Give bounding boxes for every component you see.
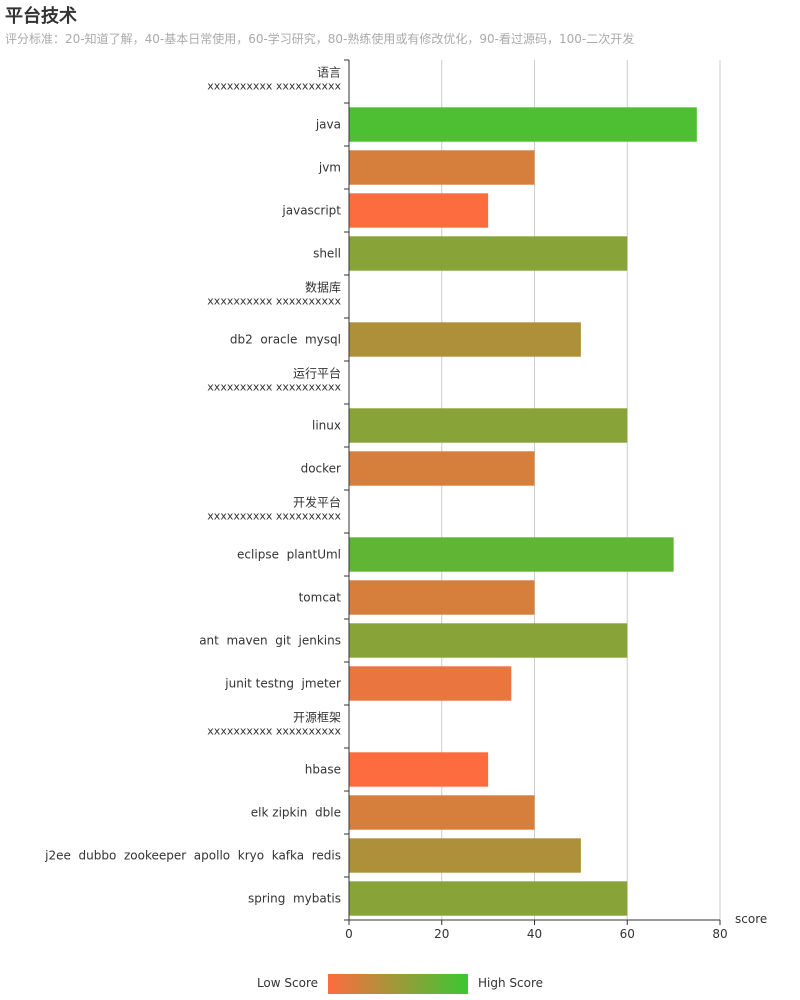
bar	[349, 408, 628, 443]
x-tick-label: 80	[712, 927, 727, 941]
category-label: java	[315, 118, 341, 132]
bar	[349, 881, 628, 916]
bar	[349, 107, 697, 142]
group-label: 开源框架	[293, 711, 341, 725]
category-label: shell	[313, 247, 341, 261]
category-label: docker	[301, 462, 341, 476]
bar	[349, 752, 489, 787]
group-sublabel: xxxxxxxxxx xxxxxxxxxx	[207, 725, 341, 738]
x-tick-label: 40	[527, 927, 542, 941]
category-label: eclipse plantUml	[237, 548, 341, 562]
category-label: ant maven git jenkins	[199, 634, 341, 648]
bar	[349, 580, 535, 615]
category-label: elk zipkin dble	[251, 806, 341, 820]
bar	[349, 537, 674, 572]
category-label: j2ee dubbo zookeeper apollo kryo kafka r…	[44, 849, 341, 863]
category-label: hbase	[305, 763, 341, 777]
axes: 0 20 40 60 80	[344, 59, 728, 941]
category-label: tomcat	[299, 591, 342, 605]
legend-high-label: High Score	[478, 976, 544, 990]
bar	[349, 838, 581, 873]
category-label: javascript	[281, 204, 341, 218]
bars	[349, 107, 697, 916]
category-label: linux	[312, 419, 341, 433]
bar	[349, 623, 628, 658]
group-sublabel: xxxxxxxxxx xxxxxxxxxx	[207, 510, 341, 523]
group-sublabel: xxxxxxxxxx xxxxxxxxxx	[207, 381, 341, 394]
x-tick-label: 20	[434, 927, 449, 941]
bar	[349, 666, 512, 701]
bar	[349, 193, 489, 228]
gridlines	[441, 60, 721, 920]
group-label: 运行平台	[293, 366, 341, 381]
bar	[349, 795, 535, 830]
group-sublabel: xxxxxxxxxx xxxxxxxxxx	[207, 80, 341, 93]
bar	[349, 150, 535, 185]
category-label: db2 oracle mysql	[230, 333, 341, 347]
bar	[349, 451, 535, 486]
chart-title: 平台技术	[5, 6, 77, 27]
category-label: junit testng jmeter	[224, 677, 341, 691]
category-label: spring mybatis	[248, 892, 341, 906]
category-label: jvm	[318, 161, 341, 175]
chart-subtitle: 评分标准：20-知道了解，40-基本日常使用，60-学习研究，80-熟练使用或有…	[5, 32, 635, 46]
visual-map-legend: Low Score High Score	[0, 972, 800, 996]
x-tick-label: 0	[345, 927, 353, 941]
legend-gradient-bar[interactable]	[328, 974, 468, 994]
x-tick-label: 60	[620, 927, 635, 941]
bar	[349, 322, 581, 357]
bar	[349, 236, 628, 271]
x-axis-label: score	[735, 912, 767, 926]
group-label: 数据库	[305, 280, 341, 295]
group-sublabel: xxxxxxxxxx xxxxxxxxxx	[207, 295, 341, 308]
legend-low-label: Low Score	[256, 976, 318, 990]
group-label: 语言	[317, 66, 341, 80]
group-label: 开发平台	[293, 495, 341, 510]
